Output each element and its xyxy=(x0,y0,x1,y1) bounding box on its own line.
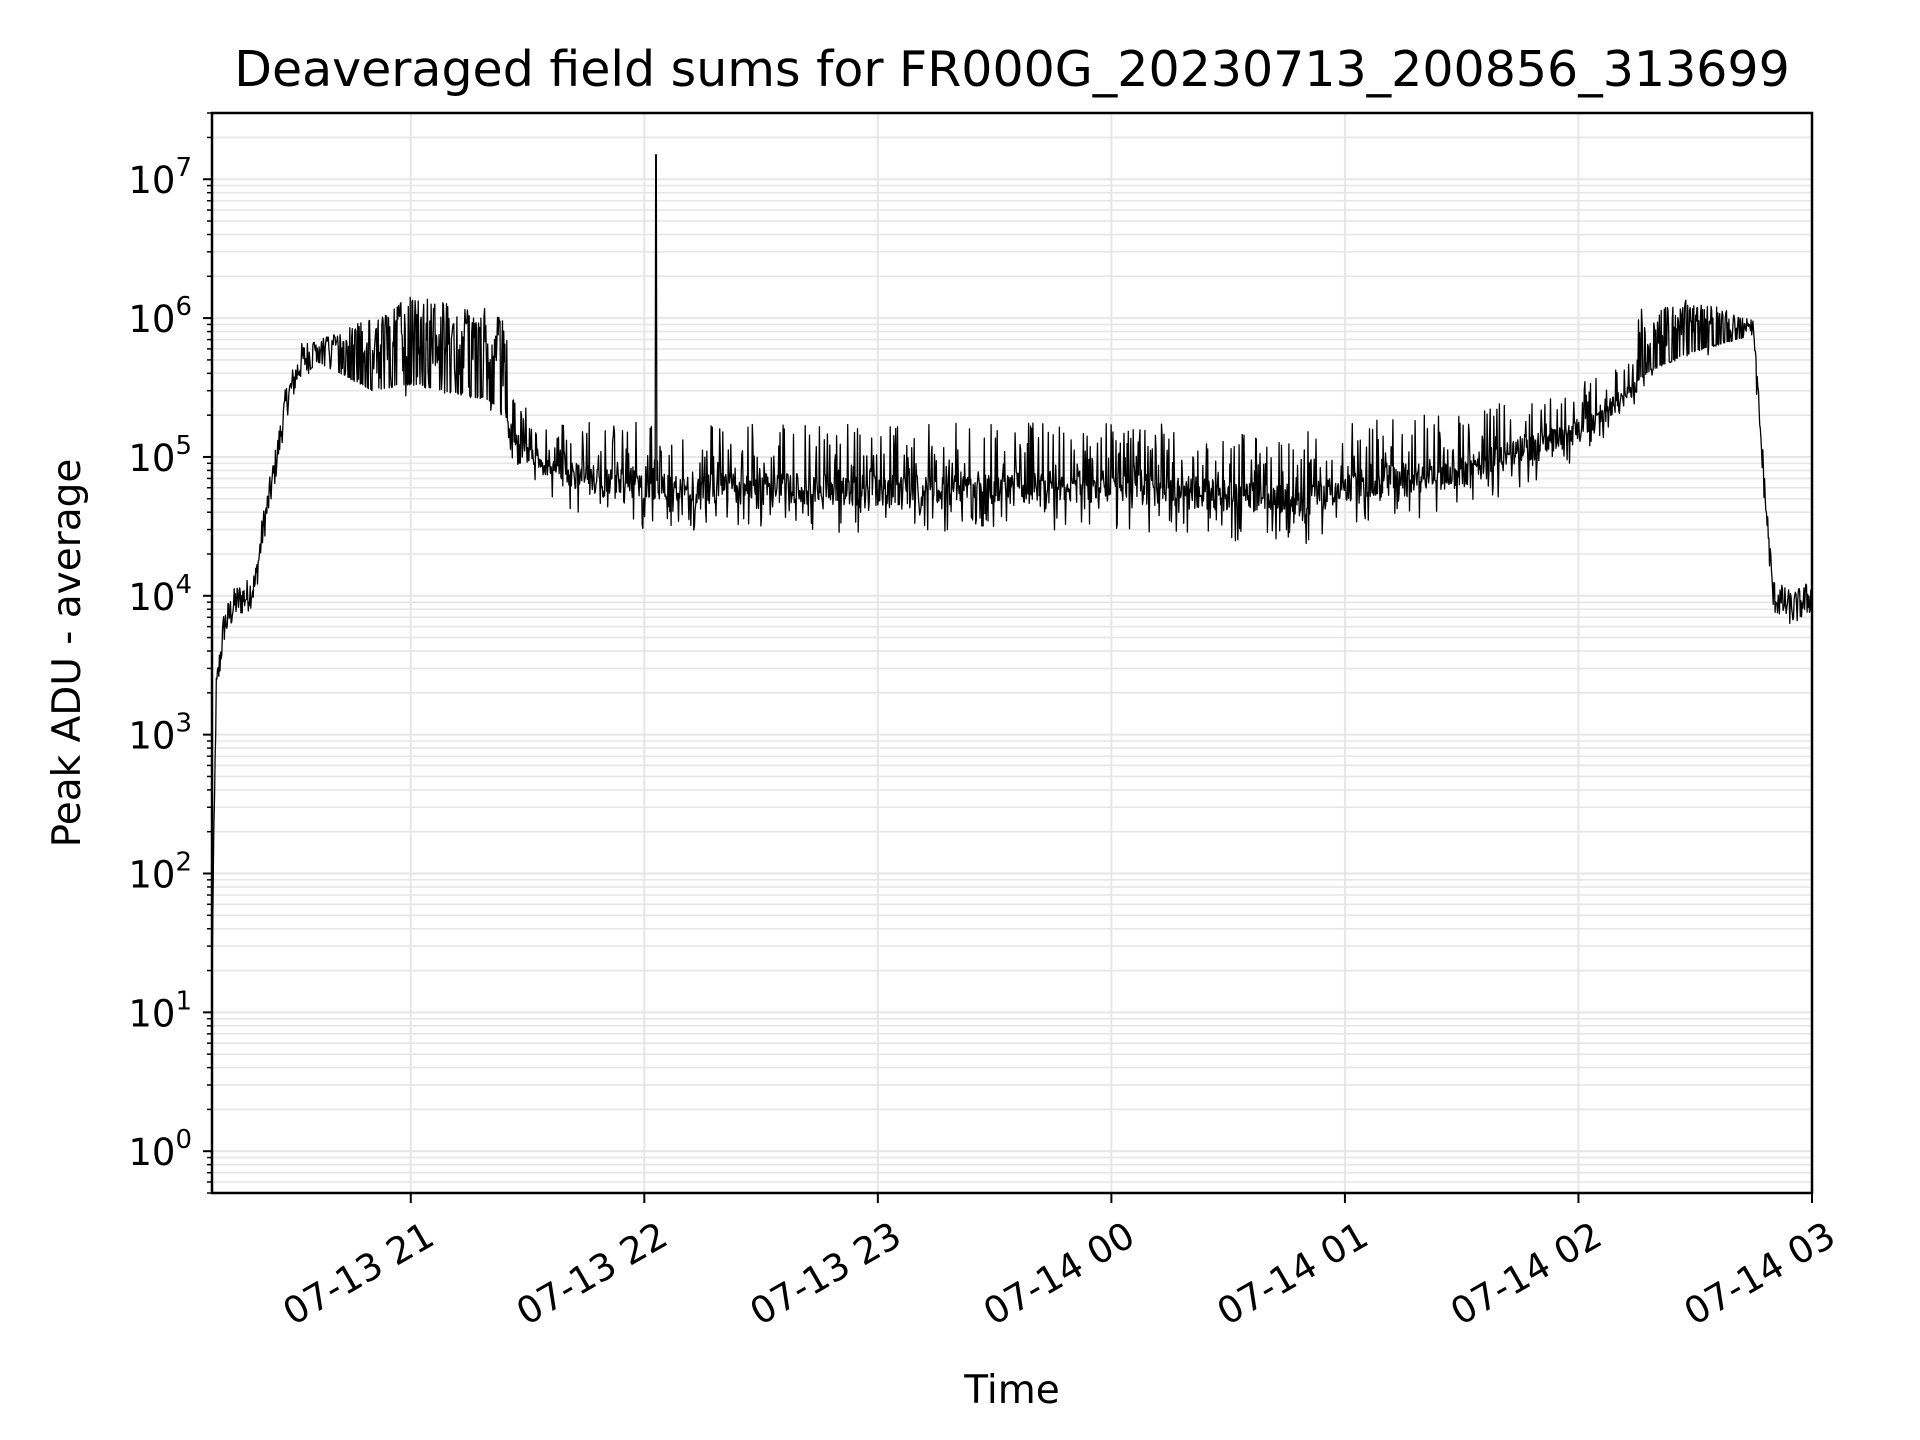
y-tick-exponent: 7 xyxy=(175,153,192,183)
y-tick-base: 10 xyxy=(128,854,175,897)
y-tick-exponent: 2 xyxy=(175,848,192,878)
y-tick-label: 101 xyxy=(128,986,192,1035)
series-line xyxy=(211,154,1813,966)
data-layer xyxy=(211,154,1813,966)
y-tick-label: 107 xyxy=(128,153,192,202)
y-axis-label: Peak ADU - average xyxy=(45,459,90,848)
y-tick-exponent: 5 xyxy=(175,431,192,461)
plot-frame xyxy=(210,111,1814,1195)
y-tick-base: 10 xyxy=(128,576,175,619)
chart-title: Deaveraged field sums for FR000G_2023071… xyxy=(234,41,1790,98)
y-tick-label: 105 xyxy=(128,431,192,480)
grid xyxy=(212,112,1813,1194)
y-tick-base: 10 xyxy=(128,992,175,1035)
y-tick-exponent: 0 xyxy=(175,1125,192,1155)
x-axis-label: Time xyxy=(963,1368,1059,1413)
y-tick-label: 103 xyxy=(128,709,192,758)
y-tick-label: 104 xyxy=(128,570,192,619)
y-tick-exponent: 4 xyxy=(175,570,192,600)
y-tick-exponent: 3 xyxy=(175,709,192,739)
y-tick-base: 10 xyxy=(128,437,175,480)
y-tick-exponent: 6 xyxy=(175,292,192,322)
y-tick-base: 10 xyxy=(128,1131,175,1174)
y-tick-label: 102 xyxy=(128,848,192,897)
y-tick-exponent: 1 xyxy=(175,986,192,1016)
y-tick-base: 10 xyxy=(128,715,175,758)
y-tick-base: 10 xyxy=(128,159,175,202)
y-tick-label: 106 xyxy=(128,292,192,341)
y-tick-label: 100 xyxy=(128,1125,192,1174)
y-tick-base: 10 xyxy=(128,298,175,341)
